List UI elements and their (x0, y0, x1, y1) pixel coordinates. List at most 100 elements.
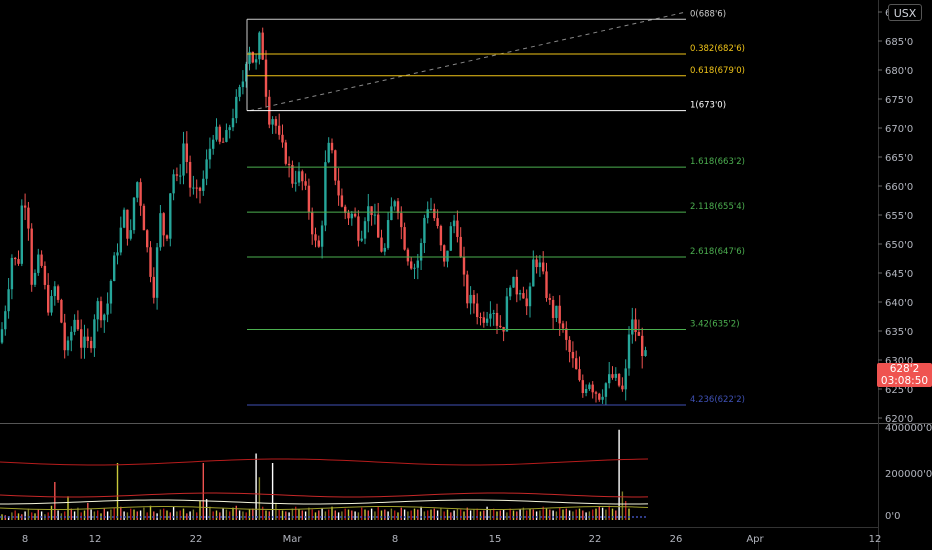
time-tick-label: 26 (670, 534, 683, 545)
price-tick-label: 645'0 (885, 269, 913, 280)
candle-body (146, 230, 149, 248)
candle-body (555, 305, 558, 318)
candle-body (528, 286, 532, 307)
candle-body (591, 384, 594, 393)
candle-body (512, 276, 515, 288)
candle-body (149, 247, 152, 277)
candle-body (476, 303, 479, 318)
candle-body (192, 187, 195, 189)
candle-body (469, 294, 472, 304)
candle-body (568, 339, 571, 352)
candle-body (182, 143, 185, 176)
candle-body (139, 182, 142, 206)
candle-body (400, 213, 403, 228)
candle-body (301, 171, 304, 182)
fib-level-label: 2.618(647'6) (690, 247, 745, 257)
candle-body (492, 312, 495, 314)
volume-tick-label: 0'0 (885, 511, 900, 522)
price-tick-label: 685'0 (885, 37, 913, 48)
candle-body (558, 305, 561, 324)
candle-body (452, 220, 456, 227)
currency-label[interactable]: USX (888, 4, 922, 21)
fib-level-label: 0.382(682'6) (690, 44, 745, 54)
candle-body (195, 187, 198, 189)
fib-level-label: 1(673'0) (690, 101, 726, 111)
candle-body (509, 287, 512, 297)
volume-tick-label: 200000'0 (885, 469, 932, 480)
candle-body (608, 374, 611, 384)
candle-body (327, 142, 330, 163)
candle-body (644, 350, 647, 357)
candle-body (208, 148, 212, 160)
candle-body (96, 301, 99, 320)
price-tick-label: 670'0 (885, 124, 913, 135)
candle-body (426, 209, 429, 218)
candle-body (357, 216, 360, 241)
candle-body (287, 163, 291, 166)
candle-body (30, 228, 33, 285)
candle-body (119, 227, 122, 253)
candle-body (548, 297, 551, 300)
candle-body (429, 208, 433, 210)
candle-body (281, 134, 284, 143)
candle-body (126, 209, 129, 239)
candle-body (80, 329, 83, 348)
candle-body (152, 276, 155, 298)
fib-level-label: 1.618(663'2) (690, 157, 745, 167)
candle-body (320, 225, 324, 247)
candle-body (317, 240, 320, 247)
candle-body (462, 256, 466, 275)
candle-body (56, 286, 60, 300)
fib-level-label: 3.42(635'2) (690, 320, 740, 330)
candle-body (360, 238, 363, 241)
candle-body (396, 201, 400, 214)
candle-body (99, 301, 103, 321)
candle-body (542, 262, 545, 272)
candle-body (482, 317, 485, 323)
candle-body (251, 51, 254, 63)
candle-body (14, 257, 17, 260)
candle-body (241, 81, 245, 88)
candle-body (565, 328, 568, 340)
volume-tick-label: 400000'0 (885, 423, 932, 434)
candle-body (172, 174, 175, 194)
fibonacci-extension[interactable]: 0(688'6) 0.382(682'6) 0.618(679'0) 1(673'0)… (246, 9, 745, 406)
candle-body (545, 271, 548, 298)
time-tick-label: 15 (489, 534, 502, 545)
candle-body (443, 245, 446, 262)
candle-body (37, 254, 40, 273)
candle-body (588, 384, 591, 390)
candle-body (390, 206, 393, 221)
candle-body (155, 247, 159, 298)
candle-body (403, 227, 406, 250)
candle-body (377, 214, 380, 238)
candle-body (271, 119, 274, 125)
time-tick-label: 12 (869, 534, 882, 545)
candle-body (202, 178, 205, 191)
candle-body (291, 165, 294, 184)
candle-body (307, 185, 311, 213)
candle-body (238, 87, 241, 97)
candle-body (60, 299, 63, 323)
candle-body (228, 127, 231, 131)
candle-body (264, 59, 268, 97)
candle-body (304, 181, 307, 186)
candle-body (225, 130, 228, 142)
candle-body (561, 323, 565, 329)
candle-body (7, 289, 10, 312)
candle-body (261, 32, 264, 60)
candle-body (386, 220, 390, 248)
candle-body (175, 174, 179, 176)
candle-body (380, 237, 383, 252)
candle-body (89, 340, 93, 349)
candle-body (86, 336, 89, 341)
candle-body (73, 319, 76, 332)
price-tick-label: 680'0 (885, 66, 913, 77)
candle-body (363, 221, 367, 239)
candle-body (278, 125, 281, 135)
time-tick-label: 12 (89, 534, 102, 545)
volume-ma-lower (0, 506, 649, 510)
candle-body (611, 374, 614, 378)
